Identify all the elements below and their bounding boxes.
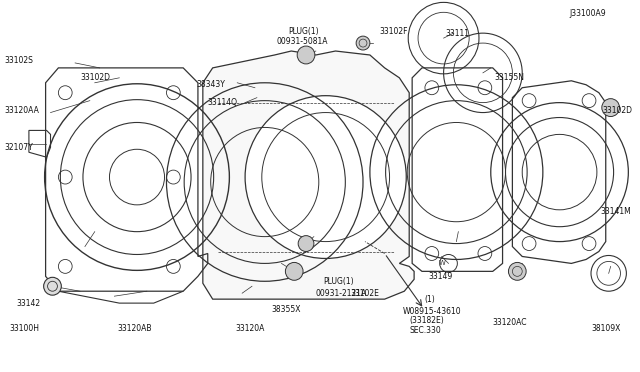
- Text: (1): (1): [424, 295, 435, 304]
- Text: 00931-5081A: 00931-5081A: [276, 36, 328, 46]
- Text: 33142: 33142: [16, 299, 40, 308]
- Text: 33102E: 33102E: [350, 289, 379, 298]
- Text: 38109X: 38109X: [591, 324, 620, 333]
- Text: 00931-2121A: 00931-2121A: [316, 289, 367, 298]
- Text: 33102S: 33102S: [4, 57, 33, 65]
- Text: 33120AC: 33120AC: [493, 318, 527, 327]
- Text: J33100A9: J33100A9: [570, 9, 606, 18]
- Circle shape: [285, 262, 303, 280]
- Circle shape: [356, 36, 370, 50]
- Text: 33114Q: 33114Q: [208, 98, 237, 107]
- Text: 33141M: 33141M: [601, 207, 632, 216]
- Circle shape: [508, 262, 526, 280]
- Circle shape: [245, 96, 406, 259]
- Text: (33182E): (33182E): [409, 317, 444, 326]
- Text: PLUG(1): PLUG(1): [289, 27, 319, 36]
- Text: PLUG(1): PLUG(1): [324, 277, 355, 286]
- Text: 33102D: 33102D: [603, 106, 633, 115]
- Polygon shape: [203, 51, 414, 299]
- Circle shape: [298, 235, 314, 251]
- Text: 33149: 33149: [429, 272, 453, 281]
- Text: 33120A: 33120A: [236, 324, 265, 333]
- Circle shape: [297, 46, 315, 64]
- Text: 38355X: 38355X: [271, 305, 301, 314]
- Text: 33100H: 33100H: [9, 324, 39, 333]
- Text: 32107Y: 32107Y: [4, 143, 33, 152]
- Text: 33102D: 33102D: [80, 73, 110, 82]
- Text: 33155N: 33155N: [495, 73, 525, 82]
- Text: 33111: 33111: [445, 29, 470, 38]
- Circle shape: [602, 99, 620, 116]
- Text: W08915-43610: W08915-43610: [403, 307, 461, 315]
- Text: SEC.330: SEC.330: [409, 326, 441, 336]
- Text: 33120AB: 33120AB: [117, 324, 152, 333]
- Text: W: W: [439, 260, 446, 266]
- Text: 33120AA: 33120AA: [4, 106, 39, 115]
- Circle shape: [44, 277, 61, 295]
- Text: 33102F: 33102F: [380, 27, 408, 36]
- Text: 38343Y: 38343Y: [196, 80, 225, 89]
